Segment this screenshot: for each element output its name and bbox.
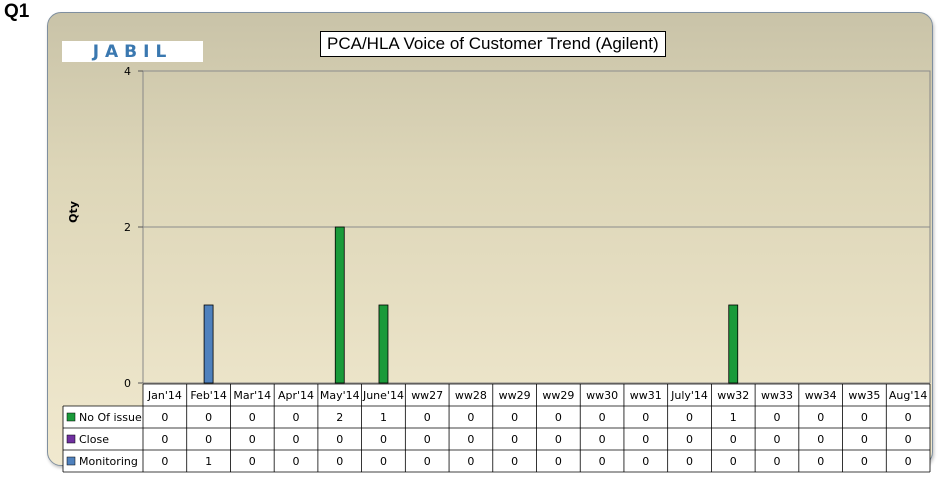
data-cell: 0 <box>380 455 387 468</box>
x-tick-label: Feb'14 <box>190 389 227 402</box>
data-cell: 0 <box>642 455 649 468</box>
legend-label: No Of issue <box>79 411 142 424</box>
data-cell: 0 <box>686 411 693 424</box>
y-tick-label: 2 <box>124 221 131 234</box>
data-cell: 1 <box>380 411 387 424</box>
jabil-logo: JABIL <box>62 41 203 62</box>
data-cell: 0 <box>642 411 649 424</box>
data-cell: 0 <box>555 455 562 468</box>
y-tick-label: 4 <box>124 65 131 78</box>
x-tick-label: ww35 <box>848 389 880 402</box>
x-tick-label: ww30 <box>586 389 618 402</box>
x-tick-label: Jan'14 <box>147 389 182 402</box>
page-label: Q1 <box>4 1 30 22</box>
data-cell: 0 <box>773 433 780 446</box>
data-cell: 0 <box>905 455 912 468</box>
x-tick-label: ww29 <box>499 389 531 402</box>
data-cell: 0 <box>424 455 431 468</box>
data-cell: 0 <box>861 433 868 446</box>
data-cell: 0 <box>467 433 474 446</box>
legend-label: Close <box>79 433 109 446</box>
data-cell: 0 <box>773 455 780 468</box>
x-tick-label: ww29 <box>542 389 574 402</box>
data-cell: 0 <box>905 433 912 446</box>
table-body-bg <box>63 406 930 472</box>
data-cell: 0 <box>205 433 212 446</box>
legend-key <box>66 456 76 466</box>
data-cell: 0 <box>380 433 387 446</box>
x-tick-label: May'14 <box>320 389 360 402</box>
data-cell: 0 <box>336 433 343 446</box>
x-tick-label: Mar'14 <box>233 389 271 402</box>
data-cell: 0 <box>817 411 824 424</box>
data-cell: 0 <box>467 455 474 468</box>
x-tick-label: ww28 <box>455 389 487 402</box>
data-cell: 1 <box>730 411 737 424</box>
data-cell: 2 <box>336 411 343 424</box>
bar-no-of-issue <box>378 304 389 384</box>
data-cell: 0 <box>773 411 780 424</box>
chart-title: PCA/HLA Voice of Customer Trend (Agilent… <box>320 31 666 57</box>
data-cell: 0 <box>511 455 518 468</box>
x-tick-label: ww34 <box>805 389 837 402</box>
data-cell: 0 <box>293 411 300 424</box>
data-cell: 0 <box>336 455 343 468</box>
data-cell: 0 <box>730 455 737 468</box>
data-cell: 0 <box>642 433 649 446</box>
data-cell: 0 <box>293 455 300 468</box>
data-cell: 0 <box>817 455 824 468</box>
data-cell: 0 <box>424 433 431 446</box>
legend-key <box>66 434 76 444</box>
data-cell: 0 <box>161 455 168 468</box>
data-cell: 0 <box>467 411 474 424</box>
data-cell: 0 <box>249 455 256 468</box>
y-axis-title: Qty <box>67 201 80 223</box>
data-cell: 0 <box>905 411 912 424</box>
x-tick-label: Aug'14 <box>889 389 928 402</box>
data-cell: 1 <box>205 455 212 468</box>
data-cell: 0 <box>249 411 256 424</box>
data-cell: 0 <box>599 411 606 424</box>
data-cell: 0 <box>511 411 518 424</box>
data-cell: 0 <box>424 411 431 424</box>
x-tick-label: July'14 <box>670 389 708 402</box>
data-cell: 0 <box>730 433 737 446</box>
data-cell: 0 <box>161 411 168 424</box>
data-cell: 0 <box>161 433 168 446</box>
x-tick-label: ww32 <box>717 389 749 402</box>
bar-monitoring <box>203 304 214 384</box>
x-tick-label: ww27 <box>411 389 443 402</box>
bar-no-of-issue <box>728 304 739 384</box>
data-cell: 0 <box>861 411 868 424</box>
data-cell: 0 <box>686 455 693 468</box>
data-cell: 0 <box>599 455 606 468</box>
x-tick-label: June'14 <box>362 389 404 402</box>
data-cell: 0 <box>511 433 518 446</box>
data-cell: 0 <box>686 433 693 446</box>
data-cell: 0 <box>861 455 868 468</box>
data-cell: 0 <box>205 411 212 424</box>
legend-key <box>66 412 76 422</box>
legend-label: Monitoring <box>79 455 138 468</box>
x-tick-label: ww33 <box>761 389 793 402</box>
data-cell: 0 <box>555 433 562 446</box>
data-cell: 0 <box>293 433 300 446</box>
data-cell: 0 <box>249 433 256 446</box>
x-tick-label: ww31 <box>630 389 662 402</box>
logo-text: JABIL <box>92 41 173 62</box>
data-cell: 0 <box>555 411 562 424</box>
data-cell: 0 <box>599 433 606 446</box>
x-tick-label: Apr'14 <box>278 389 314 402</box>
data-cell: 0 <box>817 433 824 446</box>
bar-no-of-issue <box>334 226 345 384</box>
y-tick-label: 0 <box>124 377 131 390</box>
